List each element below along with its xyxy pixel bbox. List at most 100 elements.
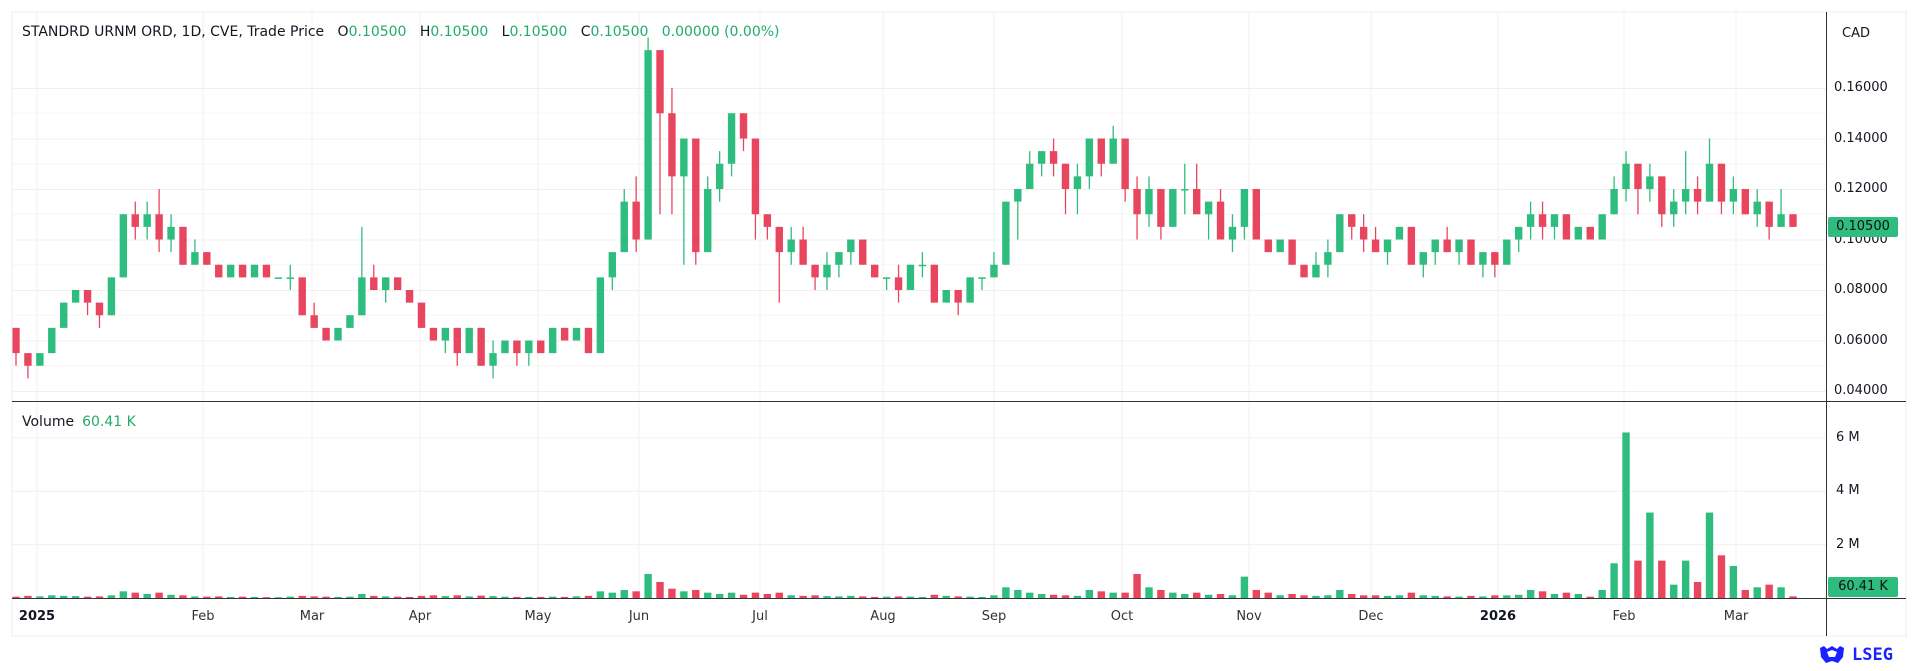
candle-up bbox=[1515, 226, 1523, 240]
candle-down bbox=[1371, 239, 1380, 253]
volume-label: Volume bbox=[22, 414, 75, 430]
volume-bar bbox=[763, 593, 772, 598]
candle-down bbox=[405, 290, 414, 303]
candle-up bbox=[835, 252, 843, 265]
candle-down bbox=[1467, 239, 1475, 265]
volume-bar bbox=[1097, 591, 1105, 598]
candle-down bbox=[1359, 226, 1368, 240]
volume-bar bbox=[1192, 592, 1201, 598]
candle-down bbox=[453, 327, 461, 354]
candle-up bbox=[1228, 226, 1237, 240]
candle-up bbox=[715, 163, 724, 189]
time-tick-label: Mar bbox=[1723, 609, 1749, 624]
volume-bar bbox=[1753, 587, 1761, 598]
volume-bar bbox=[1014, 589, 1022, 598]
volume-bar bbox=[799, 595, 807, 598]
volume-bar bbox=[405, 596, 414, 598]
candle-up bbox=[1550, 214, 1559, 227]
volume-bar bbox=[441, 596, 450, 598]
candle-down bbox=[1300, 264, 1308, 278]
candle-down bbox=[1717, 163, 1726, 202]
volume-bar bbox=[537, 596, 545, 598]
candle-up bbox=[1419, 252, 1427, 265]
volume-bar bbox=[608, 592, 617, 598]
currency-label[interactable]: CAD bbox=[1842, 26, 1870, 41]
candle-down bbox=[870, 264, 879, 278]
volume-bar bbox=[1562, 592, 1571, 598]
volume-bar bbox=[1467, 595, 1475, 598]
volume-bar bbox=[882, 596, 891, 598]
volume-bar bbox=[346, 596, 354, 598]
candle-up bbox=[1622, 163, 1630, 189]
volume-bar bbox=[1181, 593, 1189, 598]
volume-bar bbox=[1133, 573, 1141, 598]
volume-bar bbox=[1705, 512, 1714, 598]
volume-bar bbox=[823, 596, 831, 598]
candle-down bbox=[370, 277, 378, 290]
volume-bar bbox=[250, 596, 259, 598]
time-tick-label: 2026 bbox=[1479, 609, 1517, 624]
volume-bar bbox=[1371, 595, 1380, 598]
volume-bar bbox=[370, 595, 378, 598]
volume-bar bbox=[1336, 589, 1344, 598]
volume-bar bbox=[1252, 589, 1261, 598]
candle-down bbox=[1443, 239, 1451, 253]
volume-bar bbox=[787, 595, 795, 598]
time-tick-label: Oct bbox=[1110, 609, 1134, 624]
candle-down bbox=[1538, 214, 1547, 227]
volume-bar bbox=[859, 596, 867, 598]
volume-bar bbox=[262, 597, 271, 599]
open-label: O bbox=[337, 24, 349, 40]
candle-down bbox=[811, 264, 819, 278]
candle-up bbox=[1383, 239, 1392, 253]
candle-down bbox=[1348, 214, 1356, 227]
volume-bar bbox=[12, 596, 20, 598]
candle-down bbox=[1693, 189, 1702, 202]
volume-bar bbox=[1443, 596, 1451, 598]
volume-bar bbox=[1538, 591, 1547, 598]
volume-bar bbox=[1550, 593, 1559, 598]
candle-down bbox=[763, 214, 772, 227]
volume-bar bbox=[1670, 584, 1678, 598]
volume-bar bbox=[1169, 592, 1177, 598]
time-tick-label: 2025 bbox=[18, 609, 56, 624]
candle-up bbox=[1037, 151, 1046, 164]
price-tick-label: 0.06000 bbox=[1834, 332, 1888, 348]
high-value: 0.10500 bbox=[430, 24, 489, 40]
candle-down bbox=[179, 226, 187, 265]
candle-up bbox=[167, 226, 175, 240]
volume-bar bbox=[1395, 595, 1404, 598]
candle-up bbox=[1336, 214, 1344, 253]
candle-up bbox=[334, 327, 342, 341]
lseg-logo[interactable]: LSEG bbox=[1818, 645, 1893, 665]
volume-bar bbox=[167, 594, 175, 598]
candle-down bbox=[1658, 176, 1666, 215]
volume-bar bbox=[1204, 594, 1213, 598]
volume-bar bbox=[1693, 581, 1702, 598]
volume-bar bbox=[811, 595, 819, 598]
candle-down bbox=[692, 138, 700, 253]
volume-bar bbox=[632, 591, 640, 598]
candle-up bbox=[990, 264, 998, 278]
volume-bar bbox=[1455, 596, 1463, 598]
candle-up bbox=[1503, 239, 1511, 265]
volume-bar bbox=[572, 596, 581, 598]
price-tick-label: 0.12000 bbox=[1834, 181, 1888, 196]
volume-bar bbox=[668, 588, 676, 598]
volume-bar bbox=[1073, 595, 1082, 598]
volume-bar bbox=[906, 596, 915, 598]
volume-bar bbox=[620, 589, 628, 598]
candle-up bbox=[358, 277, 366, 316]
time-tick-label: Nov bbox=[1236, 609, 1262, 624]
candle-up bbox=[1670, 201, 1678, 215]
candle-up bbox=[1753, 201, 1761, 215]
volume-bar bbox=[429, 595, 438, 598]
volume-bar bbox=[322, 596, 330, 598]
volume-bar bbox=[1741, 589, 1749, 598]
volume-bar bbox=[1383, 595, 1392, 598]
volume-bar bbox=[1049, 594, 1058, 598]
volume-tick-label: 4 M bbox=[1836, 483, 1860, 499]
candle-up bbox=[596, 277, 605, 354]
candle-down bbox=[560, 327, 569, 341]
